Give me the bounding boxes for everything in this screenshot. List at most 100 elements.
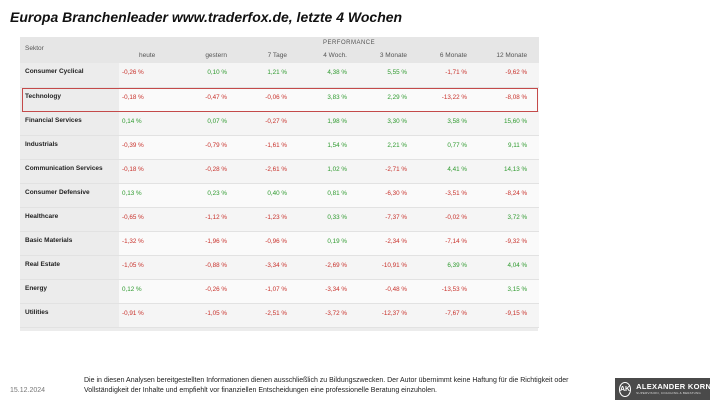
footer-date: 15.12.2024 (10, 387, 46, 394)
sector-name: Financial Services (20, 111, 119, 136)
performance-value: -7,67 % (419, 303, 479, 328)
table-row: Healthcare -0,65 % -1,12 % -1,23 % 0,33 % -7,… (20, 207, 540, 232)
sector-name: Healthcare (20, 207, 119, 232)
performance-value: -2,69 % (299, 255, 359, 280)
performance-value: -2,34 % (359, 231, 419, 256)
sector-name: Technology (20, 87, 119, 112)
performance-value: -0,96 % (239, 231, 299, 256)
performance-value: 0,10 % (179, 63, 239, 88)
performance-value: 3,15 % (479, 279, 540, 304)
performance-value: -2,61 % (239, 159, 299, 184)
sector-name: Industrials (20, 135, 119, 160)
performance-value: -0,91 % (119, 303, 179, 328)
performance-value: -9,32 % (479, 231, 540, 256)
performance-value: -9,62 % (479, 63, 540, 88)
performance-value: -8,24 % (479, 183, 540, 208)
performance-value: 3,72 % (479, 207, 540, 232)
performance-value: -0,88 % (179, 255, 239, 280)
performance-table: Sektor PERFORMANCE heute gestern 7 Tage 4 W… (20, 37, 540, 328)
table-row: Basic Materials -1,32 % -1,96 % -0,96 % 0,19… (20, 231, 540, 256)
logo-mark-icon: AK (619, 381, 632, 397)
performance-value: 3,83 % (299, 87, 359, 112)
performance-value: -3,51 % (419, 183, 479, 208)
performance-value: -0,18 % (119, 87, 179, 112)
performance-value: 0,40 % (239, 183, 299, 208)
performance-value: -0,65 % (119, 207, 179, 232)
performance-value: -0,26 % (179, 279, 239, 304)
performance-value: 1,02 % (299, 159, 359, 184)
column-header: gestern (179, 48, 239, 63)
sector-name: Real Estate (20, 255, 119, 280)
performance-value: 14,13 % (479, 159, 540, 184)
performance-value: -1,61 % (239, 135, 299, 160)
performance-value: -2,71 % (359, 159, 419, 184)
column-header: 3 Monate (359, 48, 419, 63)
performance-value: -10,91 % (359, 255, 419, 280)
table-row: Technology -0,18 % -0,47 % -0,06 % 3,83 % 2,2… (20, 87, 540, 112)
performance-value: -1,71 % (419, 63, 479, 88)
performance-value: 0,77 % (419, 135, 479, 160)
column-header: 12 Monate (479, 48, 540, 63)
performance-value: -1,12 % (179, 207, 239, 232)
performance-value: -9,15 % (479, 303, 540, 328)
column-header: heute (119, 48, 179, 63)
performance-value: 4,41 % (419, 159, 479, 184)
performance-value: 9,11 % (479, 135, 540, 160)
table-row: Financial Services 0,14 % 0,07 % -0,27 % 1,9… (20, 111, 540, 136)
performance-value: -7,37 % (359, 207, 419, 232)
sector-name: Energy (20, 279, 119, 304)
sector-name: Communication Services (20, 159, 119, 184)
performance-value: -0,47 % (179, 87, 239, 112)
performance-value: -0,39 % (119, 135, 179, 160)
disclaimer-text: Die in diesen Analysen bereitgestellten … (84, 377, 569, 394)
performance-value: -1,23 % (239, 207, 299, 232)
performance-value: 1,98 % (299, 111, 359, 136)
column-header: 6 Monate (419, 48, 479, 63)
logo-tagline: SUPERVISION, COACHING & BERATUNG (636, 391, 701, 395)
performance-value: -1,05 % (119, 255, 179, 280)
performance-value: -0,02 % (419, 207, 479, 232)
performance-value: 4,38 % (299, 63, 359, 88)
performance-value: 0,07 % (179, 111, 239, 136)
performance-value: -6,30 % (359, 183, 419, 208)
performance-value: 0,19 % (299, 231, 359, 256)
performance-value: -0,06 % (239, 87, 299, 112)
performance-value: -12,37 % (359, 303, 419, 328)
table-row: Energy 0,12 % -0,26 % -1,07 % -3,34 % -0,48 %… (20, 279, 540, 304)
performance-value: -1,32 % (119, 231, 179, 256)
table-row: Communication Services -0,18 % -0,28 % -2,6… (20, 159, 540, 184)
sector-name: Basic Materials (20, 231, 119, 256)
logo-name: ALEXANDER KORN (636, 382, 712, 391)
performance-value: -1,07 % (239, 279, 299, 304)
sector-name: Consumer Defensive (20, 183, 119, 208)
performance-value: 0,13 % (119, 183, 179, 208)
table-row: Industrials -0,39 % -0,79 % -1,61 % 1,54 % 2,… (20, 135, 540, 160)
performance-value: 3,58 % (419, 111, 479, 136)
table-row: Consumer Defensive 0,13 % 0,23 % 0,40 % 0,81… (20, 183, 540, 208)
performance-value: -1,05 % (179, 303, 239, 328)
performance-value: 0,12 % (119, 279, 179, 304)
column-header-row: heute gestern 7 Tage 4 Woch. 3 Monate 6 Monat… (20, 48, 540, 63)
performance-value: 0,33 % (299, 207, 359, 232)
performance-value: 0,14 % (119, 111, 179, 136)
performance-value: -0,79 % (179, 135, 239, 160)
performance-value: 2,29 % (359, 87, 419, 112)
performance-value: 5,55 % (359, 63, 419, 88)
page-title: Europa Branchenleader www.traderfox.de, … (10, 9, 403, 25)
performance-value: 2,21 % (359, 135, 419, 160)
sector-name: Consumer Cyclical (20, 63, 119, 88)
performance-value: -8,08 % (479, 87, 540, 112)
performance-value: -7,14 % (419, 231, 479, 256)
column-header: 4 Woch. (299, 48, 359, 63)
alexander-korn-logo: AK ALEXANDER KORN SUPERVISION, COACHING … (615, 378, 712, 400)
table-body: Consumer Cyclical -0,26 % 0,10 % 1,21 % 4,38… (20, 63, 540, 328)
performance-value: 1,21 % (239, 63, 299, 88)
performance-value: -0,28 % (179, 159, 239, 184)
column-header: 7 Tage (239, 48, 299, 63)
sector-name: Utilities (20, 303, 119, 328)
performance-value: -2,51 % (239, 303, 299, 328)
performance-value: -0,27 % (239, 111, 299, 136)
performance-value: -13,22 % (419, 87, 479, 112)
performance-group-header: PERFORMANCE (119, 37, 540, 48)
performance-value: -1,96 % (179, 231, 239, 256)
